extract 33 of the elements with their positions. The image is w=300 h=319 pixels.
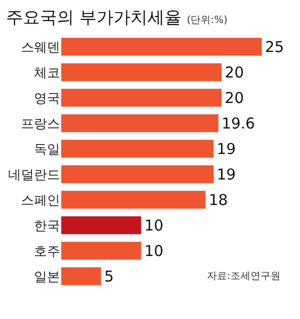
data-label: 10 bbox=[144, 242, 164, 260]
data-label: 20 bbox=[224, 88, 244, 107]
annotation: 자료:조세연구원 bbox=[207, 271, 280, 282]
data-label: 10 bbox=[144, 216, 164, 234]
y-tick-label: 일본 bbox=[34, 270, 60, 285]
bar bbox=[61, 164, 214, 184]
bar bbox=[61, 190, 206, 210]
y-tick-label: 호주 bbox=[34, 244, 60, 260]
y-tick-label: 스페인 bbox=[21, 193, 60, 208]
data-label: 19 bbox=[216, 165, 236, 184]
bar bbox=[61, 37, 262, 56]
y-tick-label: 영국 bbox=[34, 91, 60, 106]
data-label: 25 bbox=[264, 38, 284, 56]
y-tick-label: 프랑스 bbox=[21, 116, 60, 132]
chart-title: 주요국의 부가가치세율 bbox=[6, 8, 182, 28]
bar bbox=[61, 62, 222, 82]
y-tick-label: 네덜란드 bbox=[8, 168, 60, 183]
data-label: 18 bbox=[208, 190, 228, 209]
chart-subtitle: (단위:%) bbox=[186, 15, 228, 26]
y-tick-label: 독일 bbox=[34, 142, 60, 158]
bar bbox=[61, 114, 219, 133]
data-label: 20 bbox=[224, 63, 244, 82]
bar bbox=[61, 88, 222, 108]
bar bbox=[61, 241, 142, 260]
bar bbox=[61, 216, 142, 235]
data-label: 19 bbox=[216, 140, 236, 158]
bar bbox=[61, 266, 102, 286]
data-label: 19.6 bbox=[222, 114, 255, 132]
data-label: 5 bbox=[104, 267, 114, 286]
bar bbox=[61, 139, 214, 158]
y-tick-label: 한국 bbox=[34, 218, 60, 234]
y-tick-label: 체코 bbox=[34, 66, 60, 81]
y-tick-label: 스웨덴 bbox=[21, 40, 60, 56]
